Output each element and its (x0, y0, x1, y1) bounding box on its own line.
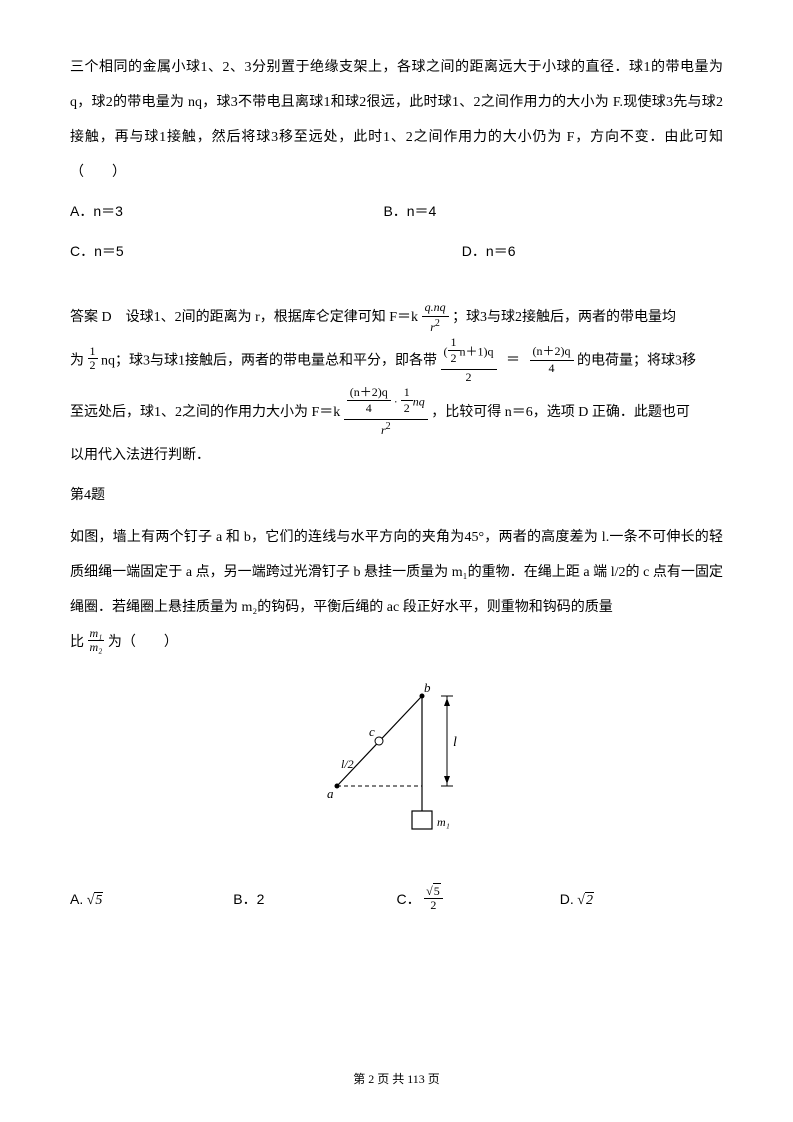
point-c (375, 737, 383, 745)
q4-body: 如图，墙上有两个钉子 a 和 b，它们的连线与水平方向的夹角为45°，两者的高度… (70, 520, 723, 625)
label-l: l (453, 735, 457, 750)
f4-left: (n＋2)q 4 (347, 385, 391, 416)
label-b: b (424, 680, 431, 695)
q3-options-row1: A．n＝3 B．n＝4 (70, 194, 723, 230)
label-l2: l/2 (341, 757, 354, 771)
arrow-up (444, 698, 450, 706)
q3-opt-c-text: C．n＝5 (70, 243, 124, 259)
f2-top-den: 2 (441, 370, 497, 386)
label-a: a (327, 786, 334, 801)
label-c: c (369, 724, 375, 739)
q4-options: A. 5 B．2 C． 5 2 D. 2 (70, 882, 723, 918)
f2-top-inner: n＋1)q (460, 344, 494, 358)
q3-opt-d: D．n＝6 (462, 234, 723, 270)
q4a-sqrt: 5 (87, 883, 104, 918)
q3-body: 三个相同的金属小球1、2、3分别置于绝缘支架上，各球之间的距离远大于小球的直径．… (70, 50, 723, 190)
q4-opt-d: D. 2 (560, 882, 723, 918)
q3-options-row2: C．n＝5 D．n＝6 (70, 234, 723, 270)
half-num: 1 (88, 345, 98, 359)
f4-right: 1 2 (401, 385, 413, 416)
ans-l3a: 至远处后，球1、2之间的作用力大小为 F＝k (70, 405, 344, 420)
q4c-den: 2 (424, 899, 443, 912)
ratio-post: 为（ ） (108, 635, 178, 650)
ratio-num: m₁ (88, 627, 105, 641)
ratio-frac: m₁ m₂ (88, 627, 105, 654)
q4-diagram: a b c l l/2 m₁ (70, 676, 723, 860)
ans-l2c: 的电荷量；将球3移 (577, 353, 696, 368)
f4-bot-sq: 2 (386, 421, 391, 432)
q4c-sqrt: 5 (426, 885, 441, 898)
frac-half: 1 2 (88, 345, 98, 372)
q4c-frac: 5 2 (424, 885, 443, 912)
answer-line2: 为 1 2 nq；球3与球1接触后，两者的带电量总和平分，即各带 (12n＋1)… (70, 336, 723, 386)
f4r-text: nq (413, 394, 425, 408)
ans-l1-mid: ；球3与球2接触后，两者的带电量均 (452, 310, 676, 325)
q4c-num: 5 (433, 883, 441, 898)
q3-opt-c: C．n＝5 (70, 234, 462, 270)
q4a-label: A. (70, 891, 83, 907)
ans-l3b: ，比较可得 n＝6，选项 D 正确．此题也可 (431, 405, 690, 420)
f1-num: q.nq (425, 300, 446, 314)
page-footer: 第 2 页 共 113 页 (0, 1064, 793, 1094)
dot: · (394, 394, 398, 408)
answer-line4: 以用代入法进行判断． (70, 439, 723, 473)
ans-l2b: nq；球3与球1接触后，两者的带电量总和平分，即各带 (101, 353, 441, 368)
frac-halfn1q-over2: (12n＋1)q 2 (441, 336, 497, 386)
q4b-text: B．2 (233, 891, 264, 907)
ans-l1-prefix: 答案 D 设球1、2间的距离为 r，根据库仑定律可知 F＝k (70, 310, 422, 325)
f4l-den: 4 (347, 401, 391, 416)
q3-answer: 答案 D 设球1、2间的距离为 r，根据库仑定律可知 F＝k q.nq r2 ；… (70, 300, 723, 473)
q3-opt-b: B．n＝4 (383, 194, 723, 230)
frac-product-over-r2: (n＋2)q 4 · 1 2 nq r2 (344, 386, 428, 439)
ratio-pre: 比 (70, 635, 88, 650)
q3-opt-b-text: B．n＝4 (383, 203, 436, 219)
q4-opt-a: A. 5 (70, 882, 233, 918)
ans-l2a: 为 (70, 353, 88, 368)
q4-heading: 第4题 (70, 483, 723, 508)
answer-line1: 答案 D 设球1、2间的距离为 r，根据库仑定律可知 F＝k q.nq r2 ；… (70, 300, 723, 336)
diagram-svg: a b c l l/2 m₁ (297, 676, 497, 846)
point-a (334, 783, 339, 788)
q4d-label: D. (560, 891, 574, 907)
f4l-num: (n＋2)q (347, 385, 391, 401)
frac-qnq-r2: q.nq r2 (422, 300, 449, 336)
q3-opt-a-text: A．n＝3 (70, 203, 123, 219)
q4c-label: C． (397, 891, 421, 907)
ratio-den: m₂ (88, 641, 105, 654)
q4d-sqrt: 2 (577, 883, 594, 918)
eq-sign: ＝ (500, 353, 526, 368)
q4-opt-c: C． 5 2 (397, 882, 560, 918)
q3-opt-d-text: D．n＝6 (462, 243, 516, 259)
q4-ratio-line: 比 m₁ m₂ 为（ ） (70, 625, 723, 660)
f1-den-sq: 2 (435, 318, 440, 329)
arrow-down (444, 776, 450, 784)
mass-box (412, 811, 432, 829)
q4d-val: 2 (585, 892, 594, 908)
q4a-val: 5 (94, 892, 103, 908)
inner-half: 12 (448, 335, 460, 366)
label-m1: m₁ (437, 815, 450, 829)
q3-opt-a: A．n＝3 (70, 194, 383, 230)
frac-n2q-over4: (n＋2)q 4 (530, 344, 574, 377)
answer-line3: 至远处后，球1、2之间的作用力大小为 F＝k (n＋2)q 4 · 1 2 nq… (70, 386, 723, 439)
f3-den: 4 (530, 361, 574, 377)
half-den: 2 (88, 359, 98, 372)
f3-num: (n＋2)q (530, 344, 574, 361)
q4-opt-b: B．2 (233, 882, 396, 918)
